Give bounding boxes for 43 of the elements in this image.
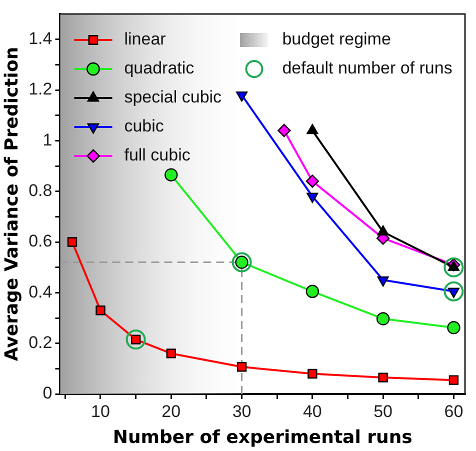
- legend-label: cubic: [124, 116, 164, 136]
- x-tick-label: 40: [302, 402, 322, 421]
- point: [166, 348, 176, 358]
- x-tick-label: 60: [444, 402, 464, 421]
- y-tick-label: 0.4: [28, 282, 52, 302]
- point: [306, 174, 320, 188]
- point: [308, 368, 318, 379]
- x-tick-label: 10: [91, 402, 110, 421]
- x-axis-title: Number of experimental runs: [112, 426, 412, 448]
- point: [306, 284, 320, 298]
- band-label: budget regime: [282, 30, 391, 49]
- point: [378, 372, 388, 382]
- y-tick-label: 1.2: [28, 80, 52, 99]
- point: [444, 281, 464, 302]
- y-tick-label: 0.6: [28, 232, 52, 251]
- point: [448, 375, 459, 385]
- y-tick-label: 0.8: [28, 181, 52, 200]
- y-tick-label: 0: [42, 384, 52, 403]
- point: [232, 252, 252, 272]
- point: [164, 168, 178, 182]
- y-tick-label: 1.4: [28, 29, 52, 48]
- legend-label: special cubic: [124, 88, 222, 107]
- point: [236, 91, 248, 102]
- point: [126, 330, 146, 350]
- x-tick-label: 30: [232, 402, 252, 421]
- point: [96, 306, 106, 316]
- x-tick-label: 50: [374, 402, 393, 421]
- y-tick-label: 1: [42, 130, 52, 150]
- point: [236, 362, 247, 372]
- point: [278, 124, 291, 138]
- point: [67, 237, 78, 247]
- legend-label: linear: [124, 30, 166, 49]
- y-axis-title: Average Variance of Prediction: [1, 46, 22, 362]
- point: [306, 192, 318, 203]
- legend-label: full cubic: [124, 146, 191, 165]
- point: [377, 276, 389, 287]
- legend-label: default number of runs: [282, 58, 452, 78]
- legend-label: quadratic: [124, 58, 195, 78]
- x-tick-label: 20: [162, 402, 181, 421]
- point: [447, 321, 460, 334]
- point: [444, 257, 464, 278]
- point: [376, 312, 390, 326]
- y-tick-label: 0.2: [28, 333, 52, 352]
